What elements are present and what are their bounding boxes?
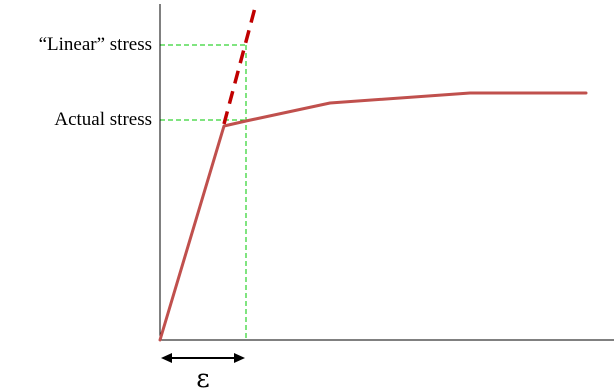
- stress-strain-curve: [158, 91, 588, 342]
- actual-stress-label: Actual stress: [54, 109, 152, 130]
- linear-stress-label: “Linear” stress: [39, 34, 152, 55]
- linear-extension-line: [222, 3, 258, 125]
- axes: [159, 4, 614, 341]
- guide-lines: [160, 44, 247, 340]
- strain-epsilon-label: ε: [196, 364, 209, 391]
- double-headed-arrow-icon: [161, 353, 245, 363]
